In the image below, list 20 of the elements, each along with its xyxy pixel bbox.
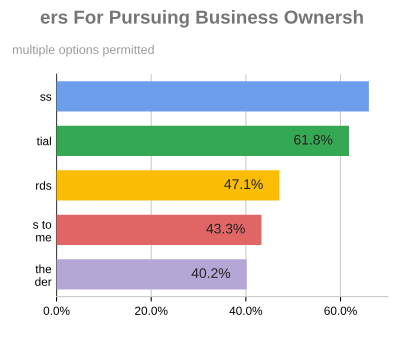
x-tick-label: 0.0% <box>44 306 70 315</box>
x-tick-label: 40.0% <box>229 306 262 315</box>
x-tick-label: 20.0% <box>135 306 168 315</box>
bar <box>56 214 262 245</box>
chart-subtitle: multiple options permitted <box>12 44 154 57</box>
bar <box>56 81 369 112</box>
data-label: 43.3% <box>206 224 245 234</box>
y-tick-label: ss <box>40 94 52 101</box>
y-tick-label: tial <box>36 136 51 146</box>
chart-title: ers For Pursuing Business Ownersh <box>40 10 363 28</box>
bar <box>56 259 247 290</box>
bar <box>56 126 350 156</box>
bar <box>56 170 280 200</box>
y-tick-label: the der <box>35 264 52 286</box>
y-tick-label: s to me <box>33 220 52 242</box>
data-label: 61.8% <box>294 134 332 145</box>
y-tick-label: rds <box>36 181 52 190</box>
data-label: 47.1% <box>224 179 263 190</box>
x-tick-label: 60.0% <box>324 306 357 315</box>
data-label: 40.2% <box>192 268 230 278</box>
